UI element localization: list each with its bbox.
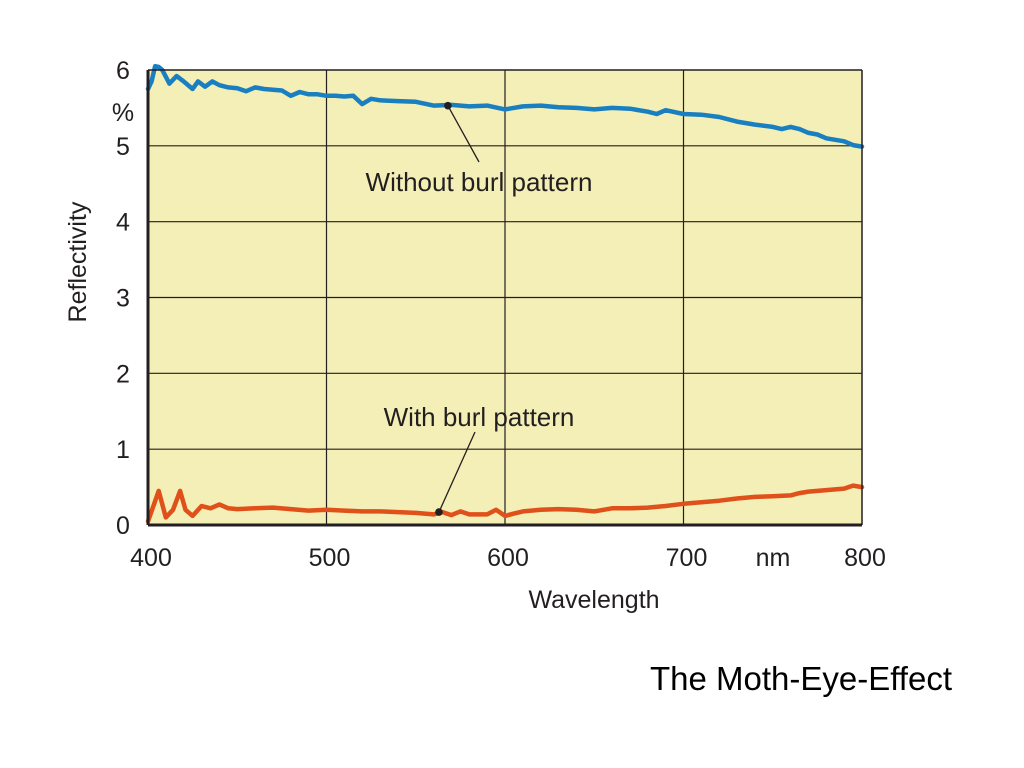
x-axis-title: Wavelength (528, 586, 659, 614)
series-layer (145, 63, 865, 524)
series-line-without-burl (145, 63, 865, 149)
y-tick-label-0: 0 (116, 512, 130, 540)
axes (146, 69, 863, 527)
annotations: Without burl pattern With burl pattern (366, 101, 593, 516)
grid-lines (148, 70, 862, 525)
x-tick-label-500: 500 (309, 544, 351, 572)
series-line-with-burl (145, 483, 865, 524)
x-tick-label-600: 600 (487, 544, 529, 572)
y-tick-label-2: 2 (116, 360, 130, 388)
x-tick-label-700: 700 (666, 544, 708, 572)
y-tick-label-5: 5 (116, 133, 130, 161)
x-tick-labels: 400 500 600 700 800 (130, 544, 886, 572)
y-tick-label-3: 3 (116, 285, 130, 313)
x-unit-label: nm (756, 544, 791, 572)
y-tick-labels: 0 1 2 3 4 5 6 (116, 57, 130, 540)
y-tick-label-4: 4 (116, 209, 130, 237)
y-axis-title: Reflectivity (64, 201, 92, 322)
slide-caption: The Moth-Eye-Effect (649, 660, 952, 697)
y-tick-label-6: 6 (116, 57, 130, 85)
annotation-dot-1 (435, 508, 443, 516)
annotation-leader-1 (438, 431, 476, 513)
y-unit-label: % (112, 99, 134, 127)
x-tick-label-400: 400 (130, 544, 172, 572)
annotation-dot-0 (444, 101, 452, 110)
annotation-label-0: Without burl pattern (366, 167, 593, 197)
x-tick-label-800: 800 (844, 544, 886, 572)
y-tick-label-1: 1 (116, 436, 130, 464)
annotation-leader-0 (447, 105, 480, 163)
annotation-label-1: With burl pattern (384, 402, 575, 432)
